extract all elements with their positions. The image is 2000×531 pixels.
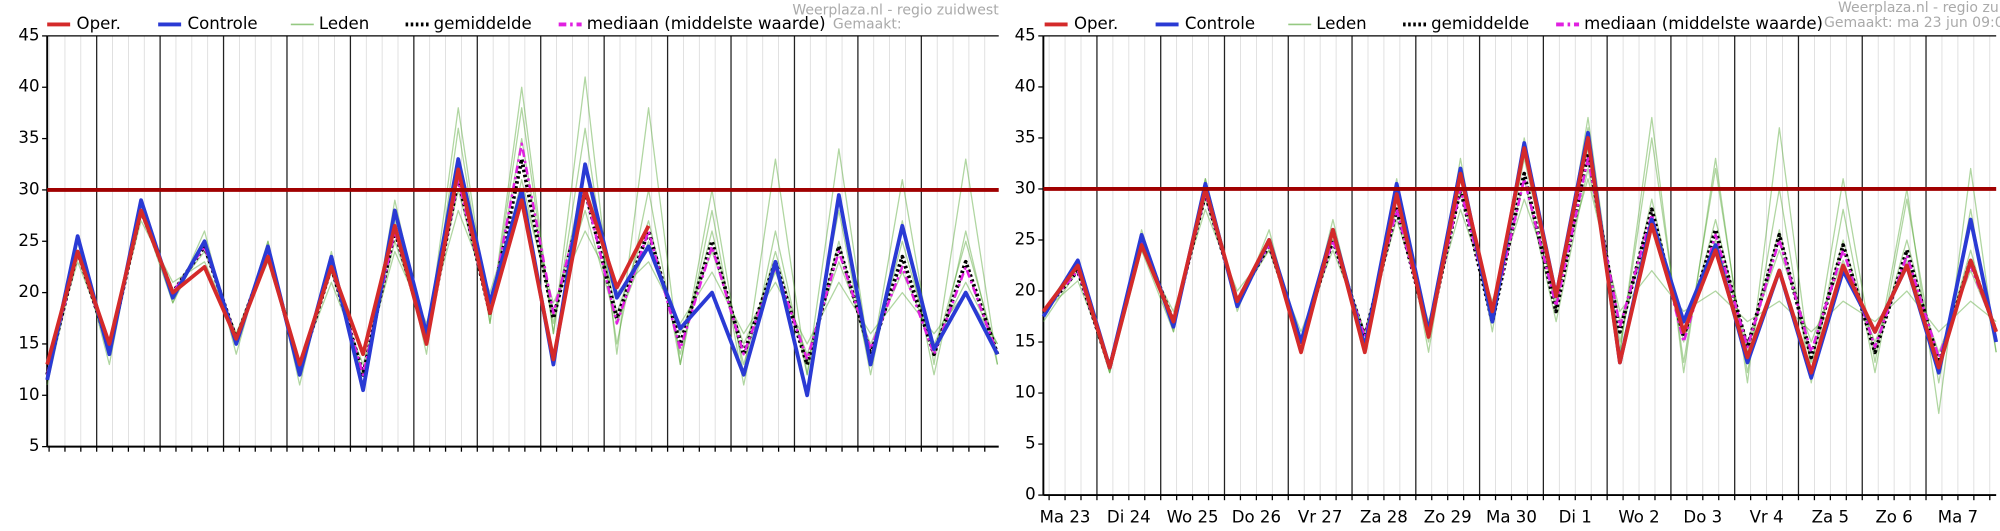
- y-tick-label: 10: [1015, 383, 1036, 402]
- y-tick-label: 5: [29, 436, 40, 455]
- y-tick-label: 0: [1025, 485, 1036, 504]
- x-tick-label: Ma 23: [1040, 508, 1091, 527]
- y-tick-label: 45: [1015, 25, 1036, 44]
- x-tick-label: Vr 4: [1750, 508, 1784, 527]
- x-tick-label: Do 26: [1232, 508, 1281, 527]
- member-line: [46, 107, 999, 386]
- y-tick-label: 40: [1015, 76, 1036, 95]
- legend-label: mediaan (middelste waarde): [1584, 14, 1823, 33]
- x-tick-label: Di 1: [1559, 508, 1592, 527]
- legend-label: Oper.: [1074, 14, 1118, 33]
- y-tick-label: 45: [18, 25, 39, 44]
- source-text: Weerplaza.nl - regio zuid: [1838, 0, 2000, 16]
- x-tick-label: Wo 25: [1167, 508, 1219, 527]
- legend-label: gemiddelde: [434, 14, 532, 33]
- series-line: [45, 167, 651, 367]
- y-tick-label: 20: [1015, 281, 1036, 300]
- legend-label: Oper.: [77, 14, 121, 33]
- x-tick-label: Wo 2: [1618, 508, 1659, 527]
- y-tick-label: 25: [18, 231, 39, 250]
- y-tick-label: 10: [18, 385, 39, 404]
- x-tick-label: Za 28: [1360, 508, 1408, 527]
- y-tick-label: 35: [18, 128, 39, 147]
- x-tick-label: Ma 30: [1486, 508, 1537, 527]
- legend-label: Leden: [1316, 14, 1366, 33]
- legend-label: Controle: [188, 14, 258, 33]
- y-tick-label: 20: [18, 282, 39, 301]
- x-tick-label: Zo 6: [1875, 508, 1912, 527]
- legend-label: gemiddelde: [1431, 14, 1529, 33]
- made-text: Gemaakt: ma 23 jun 09:01: [1824, 15, 2000, 31]
- x-tick-label: Ma 7: [1938, 508, 1978, 527]
- y-tick-label: 35: [1015, 127, 1036, 146]
- y-tick-label: 15: [18, 333, 39, 352]
- y-tick-label: 15: [1015, 332, 1036, 351]
- legend-label: mediaan (middelste waarde): [587, 14, 826, 33]
- legend-label: Leden: [319, 14, 369, 33]
- y-tick-label: 40: [18, 77, 39, 96]
- y-tick-label: 25: [1015, 229, 1036, 248]
- source-text: Weerplaza.nl - regio zuidwest: [792, 2, 999, 18]
- x-tick-label: Do 3: [1683, 508, 1722, 527]
- made-text: Gemaakt:: [833, 16, 902, 32]
- x-tick-label: Di 24: [1107, 508, 1151, 527]
- x-tick-label: Za 5: [1812, 508, 1849, 527]
- y-tick-label: 5: [1025, 434, 1036, 453]
- member-line: [1042, 116, 1997, 384]
- y-tick-label: 30: [1015, 178, 1036, 197]
- member-line: [1042, 178, 1997, 364]
- y-tick-label: 30: [18, 179, 39, 198]
- series-line: [45, 142, 999, 377]
- x-tick-label: Zo 29: [1424, 508, 1472, 527]
- legend-label: Controle: [1185, 14, 1255, 33]
- x-tick-label: Vr 27: [1298, 508, 1343, 527]
